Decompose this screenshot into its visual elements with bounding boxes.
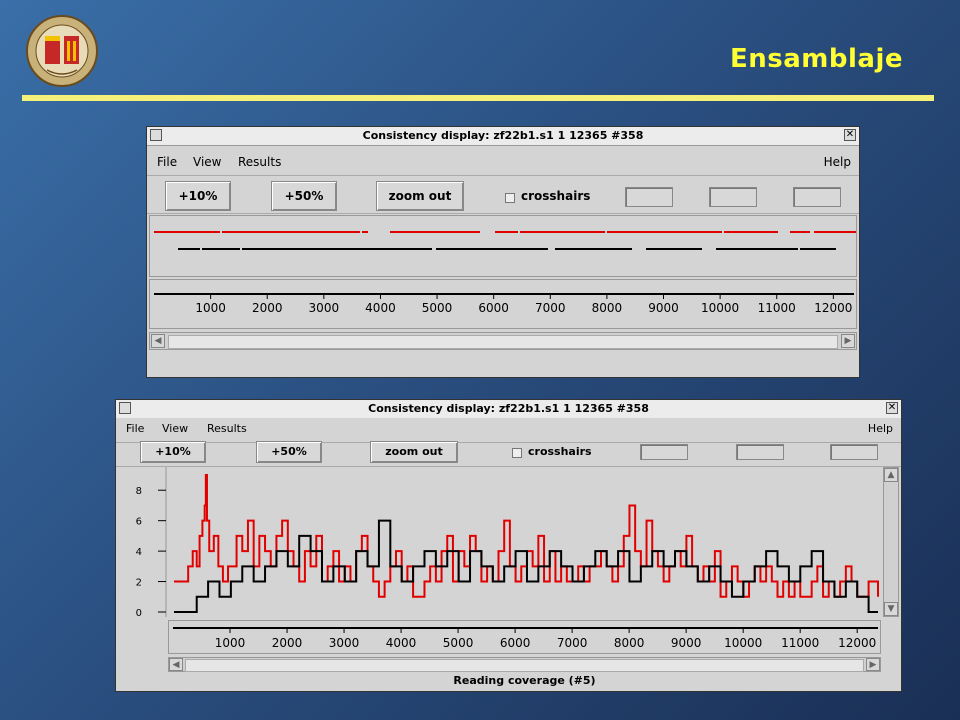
menu-file[interactable]: File bbox=[126, 422, 145, 435]
ruler-panel: 1000 2000 3000 4000 5000 6000 7000 8000 9000 1000… bbox=[168, 620, 881, 654]
university-seal-logo bbox=[25, 14, 99, 88]
readout-field-2[interactable] bbox=[736, 444, 784, 460]
readout-field-1[interactable] bbox=[640, 444, 688, 460]
ruler-tick-label: 5000 bbox=[443, 636, 474, 650]
window-2-menubar: File View Results Help bbox=[116, 418, 901, 443]
ruler-tick-label: 1000 bbox=[215, 636, 246, 650]
scroll-right-icon[interactable]: ▶ bbox=[866, 658, 880, 671]
ruler-tick-label: 3000 bbox=[309, 301, 340, 315]
scroll-left-icon[interactable]: ◀ bbox=[151, 334, 165, 348]
y-tick-label: 6 bbox=[136, 517, 142, 528]
menu-view[interactable]: View bbox=[162, 422, 189, 435]
zoom-out-button[interactable]: zoom out bbox=[370, 441, 458, 463]
title-divider bbox=[22, 95, 934, 101]
coverage-chart: 0 2 4 6 8 bbox=[136, 467, 879, 619]
ruler-tick-label: 12000 bbox=[814, 301, 852, 315]
window-menu-button[interactable] bbox=[150, 129, 162, 141]
window-1-toolbar: +10% +50% zoom out crosshairs bbox=[147, 177, 859, 214]
slide-title: Ensamblaje bbox=[730, 44, 903, 74]
ruler-tick-label: 2000 bbox=[252, 301, 283, 315]
window-2-titlebar[interactable]: Consistency display: zf22b1.s1 1 12365 #… bbox=[116, 400, 901, 419]
ruler-tick-label: 7000 bbox=[557, 636, 588, 650]
y-tick-label: 4 bbox=[136, 547, 142, 558]
scroll-left-icon[interactable]: ◀ bbox=[169, 658, 183, 671]
coverage-plot-area[interactable]: 0 2 4 6 8 bbox=[118, 467, 883, 619]
menu-results[interactable]: Results bbox=[238, 155, 282, 169]
ruler-tick-label: 12000 bbox=[838, 636, 876, 650]
ruler-tick-label: 10000 bbox=[724, 636, 762, 650]
ruler-panel: 1000 2000 3000 4000 5000 6000 7000 8000 9000 1000… bbox=[149, 279, 857, 329]
menu-results[interactable]: Results bbox=[207, 422, 247, 435]
crosshairs-label: crosshairs bbox=[528, 445, 592, 458]
close-icon[interactable]: ✕ bbox=[886, 402, 898, 414]
scroll-up-icon[interactable]: ▲ bbox=[884, 468, 898, 482]
scroll-down-icon[interactable]: ▼ bbox=[884, 602, 898, 616]
readout-field-3[interactable] bbox=[830, 444, 878, 460]
ruler: 1000 2000 3000 4000 5000 6000 7000 8000 9000 1000… bbox=[154, 293, 854, 315]
crosshairs-label: crosshairs bbox=[521, 189, 591, 203]
ruler-tick-label: 9000 bbox=[671, 636, 702, 650]
readout-field-3[interactable] bbox=[793, 187, 841, 207]
zoom-out-button[interactable]: zoom out bbox=[376, 181, 464, 211]
crosshairs-checkbox[interactable] bbox=[505, 193, 515, 203]
ruler-tick-label: 8000 bbox=[614, 636, 645, 650]
readout-field-2[interactable] bbox=[709, 187, 757, 207]
ruler-tick-label: 2000 bbox=[272, 636, 303, 650]
zoom-10-button[interactable]: +10% bbox=[140, 441, 206, 463]
horizontal-scrollbar-1[interactable]: ◀ ▶ bbox=[149, 332, 857, 350]
y-tick-label: 8 bbox=[136, 486, 142, 497]
readings-plot bbox=[154, 231, 856, 250]
ruler-tick-label: 10000 bbox=[701, 301, 739, 315]
ruler-tick-label: 6000 bbox=[500, 636, 531, 650]
window-1-title: Consistency display: zf22b1.s1 1 12365 #… bbox=[362, 129, 644, 142]
ruler: 1000 2000 3000 4000 5000 6000 7000 8000 9000 1000… bbox=[173, 627, 878, 650]
horizontal-scrollbar-2[interactable]: ◀ ▶ bbox=[168, 657, 881, 672]
ruler-tick-label: 7000 bbox=[535, 301, 566, 315]
vertical-scrollbar[interactable]: ▲ ▼ bbox=[883, 467, 899, 617]
ruler-tick-label: 4000 bbox=[386, 636, 417, 650]
status-bar-reading-coverage: Reading coverage (#5) bbox=[453, 674, 596, 687]
zoom-50-button[interactable]: +50% bbox=[256, 441, 322, 463]
contig-overview-panel[interactable] bbox=[149, 215, 857, 277]
ruler-tick-label: 11000 bbox=[781, 636, 819, 650]
window-1-menubar: File View Results Help bbox=[147, 151, 859, 176]
coverage-series-2 bbox=[174, 519, 878, 613]
consistency-window-2: Consistency display: zf22b1.s1 1 12365 #… bbox=[115, 399, 902, 692]
crosshairs-checkbox[interactable] bbox=[512, 448, 522, 458]
scroll-right-icon[interactable]: ▶ bbox=[841, 334, 855, 348]
menu-view[interactable]: View bbox=[193, 155, 222, 169]
scroll-thumb[interactable] bbox=[185, 659, 864, 672]
ruler-tick-label: 1000 bbox=[195, 301, 226, 315]
readout-field-1[interactable] bbox=[625, 187, 673, 207]
ruler-tick-label: 5000 bbox=[422, 301, 453, 315]
menu-file[interactable]: File bbox=[157, 155, 178, 169]
menu-help[interactable]: Help bbox=[823, 155, 851, 169]
ruler-tick-label: 4000 bbox=[365, 301, 396, 315]
ruler-tick-label: 3000 bbox=[329, 636, 360, 650]
consistency-window-1: Consistency display: zf22b1.s1 1 12365 #… bbox=[146, 126, 860, 378]
y-tick-label: 2 bbox=[136, 578, 142, 589]
scroll-thumb[interactable] bbox=[168, 335, 838, 349]
window-2-title: Consistency display: zf22b1.s1 1 12365 #… bbox=[368, 402, 649, 415]
zoom-50-button[interactable]: +50% bbox=[271, 181, 337, 211]
y-tick-label: 0 bbox=[136, 608, 142, 617]
window-1-titlebar[interactable]: Consistency display: zf22b1.s1 1 12365 #… bbox=[147, 127, 859, 146]
window-2-toolbar: +10% +50% zoom out crosshairs bbox=[116, 440, 901, 467]
ruler-tick-label: 6000 bbox=[478, 301, 509, 315]
ruler-tick-label: 9000 bbox=[648, 301, 679, 315]
menu-help[interactable]: Help bbox=[867, 422, 893, 435]
window-menu-button[interactable] bbox=[119, 402, 131, 414]
ruler-tick-label: 8000 bbox=[592, 301, 623, 315]
zoom-10-button[interactable]: +10% bbox=[165, 181, 231, 211]
ruler-tick-label: 11000 bbox=[758, 301, 796, 315]
close-icon[interactable]: ✕ bbox=[844, 129, 856, 141]
